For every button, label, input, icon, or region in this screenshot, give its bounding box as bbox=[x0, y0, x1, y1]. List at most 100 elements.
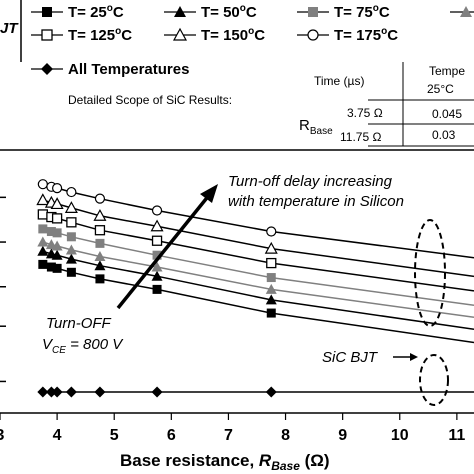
series-3-point-5 bbox=[95, 238, 105, 248]
x-axis-label-unit: (Ω) bbox=[300, 451, 330, 470]
scope-table: Detailed Scope of SiC Results: Time (µs)… bbox=[68, 62, 474, 147]
series-8-point-2 bbox=[45, 386, 57, 398]
series-3-point-7 bbox=[266, 273, 276, 283]
annotations: Turn-off delay increasing with temperatu… bbox=[42, 173, 449, 406]
series-6-point-4 bbox=[66, 186, 77, 198]
legend-marker-6 bbox=[307, 29, 319, 41]
legend-marker-2 bbox=[174, 6, 186, 17]
legend-marker-cropped bbox=[460, 6, 472, 17]
series-3-point-1 bbox=[38, 224, 48, 234]
legend-label-degree: o bbox=[240, 3, 246, 14]
legend-marker-1 bbox=[42, 7, 52, 17]
legend-label-degree: o bbox=[381, 26, 387, 37]
series-5-point-1 bbox=[36, 193, 50, 206]
series-8-point-5 bbox=[94, 386, 106, 398]
series-6-point-3 bbox=[52, 183, 63, 194]
annotation-delay-line1: Turn-off delay increasing bbox=[228, 173, 393, 190]
series-3-point-4 bbox=[66, 232, 76, 242]
series-7-point-1 bbox=[37, 236, 49, 247]
scope-time-header: Time (µs) bbox=[314, 74, 364, 88]
annotation-vce: VCE = 800 V bbox=[42, 336, 124, 356]
series-4-point-3 bbox=[51, 213, 63, 224]
scope-rbase-sub: Base bbox=[310, 126, 333, 137]
series-7-point-7 bbox=[265, 283, 277, 294]
legend-label-6: T= 175oC bbox=[334, 26, 398, 44]
y-ticks bbox=[0, 196, 6, 383]
annotation-turnoff-line1: Turn-OFF bbox=[46, 315, 112, 332]
legend-marker-3 bbox=[308, 7, 318, 17]
series-7-point-5 bbox=[94, 251, 106, 262]
scope-temp-header: Tempe bbox=[429, 64, 465, 78]
series-3-point-3 bbox=[52, 228, 62, 238]
series-5-point-3 bbox=[50, 197, 64, 210]
x-tick-label-3: 3 bbox=[0, 427, 5, 444]
series-2-point-4 bbox=[65, 253, 77, 264]
series-4-point-7 bbox=[266, 257, 277, 269]
x-tick-label-8: 8 bbox=[281, 427, 290, 444]
series-4-point-5 bbox=[94, 225, 106, 236]
legend-label-4: T= 125oC bbox=[68, 26, 132, 44]
legend-label-unit: C bbox=[254, 27, 265, 44]
series-6-point-1 bbox=[37, 179, 48, 190]
series-1-point-1 bbox=[38, 259, 48, 269]
series-5-point-5 bbox=[93, 209, 107, 221]
legend-label-text: T= 75 bbox=[334, 4, 373, 21]
series-6-point-7 bbox=[266, 226, 277, 237]
series-2-point-1 bbox=[37, 245, 49, 256]
annotation-vce-sub: CE bbox=[52, 345, 66, 356]
legend-label-unit: C bbox=[121, 27, 132, 44]
legend-label-1: T= 25oC bbox=[68, 3, 124, 21]
series-1-point-6 bbox=[152, 284, 162, 294]
series-5-point-6 bbox=[150, 219, 164, 232]
legend-label-text: All Temperatures bbox=[68, 61, 189, 78]
x-axis-label-sub: Base bbox=[271, 459, 300, 473]
series-4-point-4 bbox=[66, 217, 77, 228]
legend-label-text: T= 175 bbox=[334, 27, 381, 44]
series-line-4 bbox=[42, 213, 474, 292]
series-1-point-5 bbox=[95, 274, 105, 284]
series-6-point-5 bbox=[94, 193, 106, 204]
scope-temp-col: 25°C bbox=[427, 82, 454, 96]
series-layer bbox=[36, 179, 474, 398]
x-tick-label-10: 10 bbox=[391, 427, 409, 444]
ellipse-si-group bbox=[414, 219, 446, 327]
x-axis-label: Base resistance, RBase (Ω) bbox=[120, 451, 330, 473]
legend-cropped-label: JT bbox=[0, 20, 19, 37]
series-1-point-3 bbox=[52, 263, 62, 273]
scope-row-2-r: 11.75 Ω bbox=[340, 130, 381, 144]
series-8-point-1 bbox=[37, 386, 49, 398]
series-1-point-2 bbox=[46, 262, 56, 272]
ellipse-sic-group bbox=[419, 354, 449, 406]
annotation-sic-bjt: SiC BJT bbox=[322, 349, 379, 366]
scope-row-2-v: 0.03 bbox=[432, 128, 456, 142]
series-4-point-6 bbox=[151, 235, 163, 246]
series-7-point-3 bbox=[51, 240, 63, 251]
legend-label-degree: o bbox=[248, 26, 254, 37]
series-1-point-4 bbox=[66, 267, 76, 277]
x-tick-label-7: 7 bbox=[224, 427, 233, 444]
x-tick-label-11: 11 bbox=[448, 427, 465, 444]
annotation-delay-line2: with temperature in Silicon bbox=[228, 193, 404, 210]
series-2-point-3 bbox=[51, 249, 63, 260]
series-3-point-2 bbox=[46, 227, 56, 237]
delay-arrow-head bbox=[200, 184, 218, 203]
legend-label-text: T= 150 bbox=[201, 27, 248, 44]
x-tick-label-9: 9 bbox=[338, 427, 347, 444]
legend-label-text: T= 25 bbox=[68, 4, 107, 21]
legend-label-unit: C bbox=[387, 27, 398, 44]
series-2-point-5 bbox=[94, 260, 106, 271]
legend-label-text: T= 125 bbox=[68, 27, 115, 44]
legend-label-7: All Temperatures bbox=[68, 61, 189, 78]
series-8-point-4 bbox=[65, 386, 77, 398]
delay-arrow-shaft bbox=[116, 192, 212, 310]
x-tick-label-4: 4 bbox=[53, 427, 62, 444]
series-2-point-6 bbox=[151, 270, 163, 281]
legend-label-5: T= 150oC bbox=[201, 26, 265, 44]
series-8-point-7 bbox=[265, 386, 277, 398]
annotation-vce-value: = 800 V bbox=[66, 336, 124, 353]
series-5-point-7 bbox=[264, 241, 278, 254]
legend-label-degree: o bbox=[373, 3, 379, 14]
